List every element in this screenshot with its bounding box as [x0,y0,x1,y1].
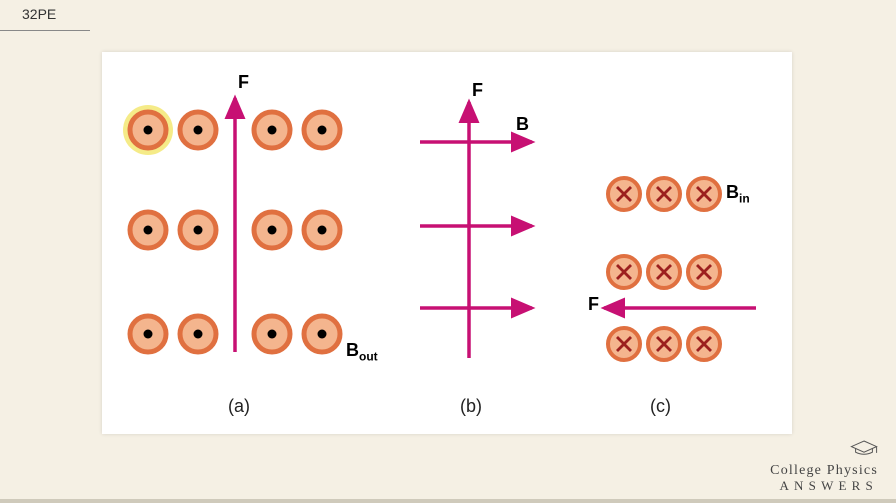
panel-b-field-label: B [516,114,529,135]
panel-b-force-label: F [472,80,483,101]
problem-number: 32PE [22,6,56,22]
panel-a-field-label: Bout [346,340,378,364]
diagram-svg [102,52,792,434]
panel-a-label: (a) [228,396,250,417]
bottom-bar [0,499,896,503]
panel-b-label: (b) [460,396,482,417]
logo-line-1: College Physics [770,463,878,478]
panel-c-field-label: Bin [726,182,750,206]
brand-logo: College Physics ANSWERS [770,439,878,493]
logo-line-2: ANSWERS [770,479,878,493]
panel-c-force-label: F [588,294,599,315]
panel-c-label: (c) [650,396,671,417]
divider [0,30,90,31]
graduation-cap-icon [850,439,878,457]
physics-diagram: F Bout (a) F B (b) Bin F (c) [102,52,792,434]
panel-a-force-label: F [238,72,249,93]
